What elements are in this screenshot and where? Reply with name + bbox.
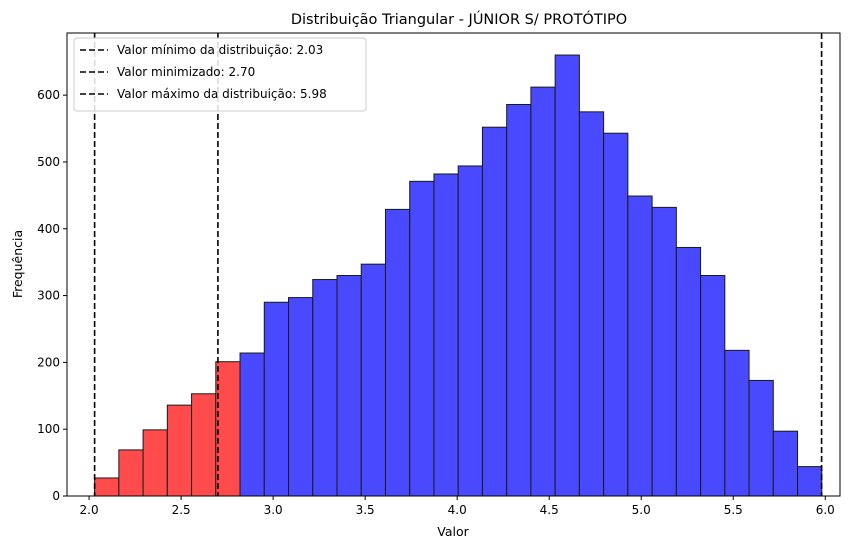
y-axis-label: Frequência [10,230,25,298]
histogram-bar [530,86,556,497]
histogram-bar [191,393,217,497]
histogram-bar [481,126,508,497]
histogram-bar [263,301,290,497]
histogram-bar [360,263,386,497]
histogram-bar [506,103,532,497]
x-tick-label: 3.5 [356,503,375,517]
histogram-bar [700,275,726,497]
histogram-bar [288,297,314,497]
x-tick-label: 2.5 [172,503,191,517]
y-tick-label: 0 [52,489,60,503]
y-tick-label: 600 [37,88,60,102]
x-tick-label: 5.5 [724,503,743,517]
y-axis-ticks: 0 100 200 300 400 500 600 [37,88,67,503]
histogram-bar [724,349,750,497]
legend: Valor mínimo da distribuição: 2.03 Valor … [73,37,367,112]
histogram-bar [578,111,605,497]
y-tick-label: 100 [37,422,60,436]
x-tick-label: 3.0 [264,503,283,517]
x-axis-label: Valor [437,524,469,539]
histogram-bar [675,246,702,497]
histogram-bar [772,430,799,497]
histogram-bar [215,361,241,497]
histogram-bar [142,429,168,497]
histogram-bar [336,275,362,497]
x-tick-label: 5.0 [632,503,651,517]
histogram-bar [409,180,435,497]
y-tick-label: 500 [37,155,60,169]
histogram-bar [433,173,459,497]
x-tick-label: 6.0 [816,503,835,517]
y-tick-label: 200 [37,355,60,369]
legend-label: Valor máximo da distribuição: 5.98 [117,87,327,101]
histogram-bar [651,206,677,497]
x-tick-label: 4.5 [540,503,559,517]
histogram-bar [166,404,193,497]
bars-group [94,54,823,497]
legend-label: Valor mínimo da distribuição: 2.03 [117,43,323,57]
y-tick-label: 300 [37,289,60,303]
x-tick-label: 2.0 [80,503,99,517]
histogram-bar [239,352,265,497]
histogram-bar [118,449,144,497]
histogram-bar [457,165,483,497]
x-tick-label: 4.0 [448,503,467,517]
histogram-bar [554,54,580,497]
histogram-bar [603,132,629,497]
histogram-bar [312,279,338,497]
legend-box [73,37,367,112]
histogram-bar [748,379,774,497]
histogram-bar [797,466,823,497]
histogram-bar [627,195,653,497]
plot-frame [66,32,841,497]
histogram-bar [384,208,411,497]
histogram-bar [94,477,120,497]
x-axis-ticks: 2.0 2.5 3.0 3.5 4.0 4.5 5.0 5.5 6.0 [80,496,835,517]
y-tick-label: 400 [37,222,60,236]
chart-title: Distribuição Triangular - JÚNIOR S/ PROT… [291,10,627,28]
legend-label: Valor minimizado: 2.70 [117,65,255,79]
